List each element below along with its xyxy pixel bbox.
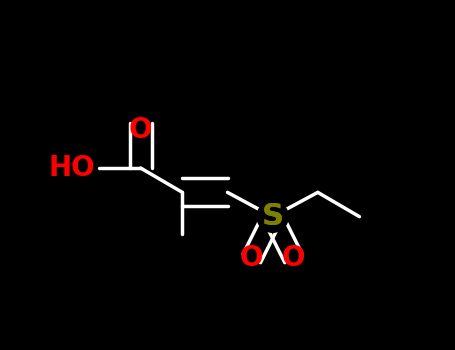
Text: S: S: [262, 202, 283, 231]
Text: S: S: [262, 202, 283, 231]
Text: O: O: [282, 244, 305, 272]
Text: O: O: [240, 244, 263, 272]
Text: HO: HO: [49, 154, 96, 182]
Circle shape: [257, 201, 288, 232]
Text: O: O: [129, 116, 152, 144]
